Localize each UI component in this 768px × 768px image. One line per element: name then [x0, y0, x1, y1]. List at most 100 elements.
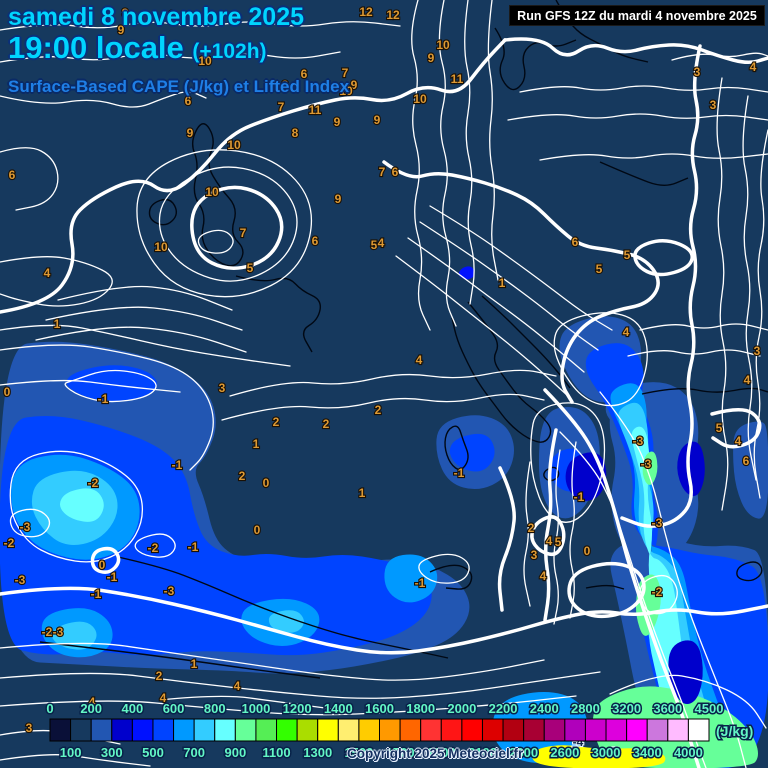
scale-tick-label: 3600 — [653, 701, 682, 716]
scale-tick-label: 1100 — [262, 745, 290, 760]
contour-label: -3 — [652, 516, 663, 530]
contour-label: 7 — [278, 100, 285, 114]
contour-label: -1 — [574, 490, 585, 504]
contour-label: 6 — [572, 235, 579, 249]
contour-label: -5 — [568, 744, 579, 758]
color-scale-cell — [214, 718, 236, 742]
contour-label: 3 — [531, 548, 538, 562]
contour-label: 0 — [584, 544, 591, 558]
contour-label: 1 — [499, 276, 506, 290]
color-scale-cell — [193, 718, 216, 742]
color-scale-cell — [523, 718, 545, 742]
contour-label: 2 — [273, 415, 280, 429]
contour-label: 5 — [716, 421, 723, 435]
contour-label: 4 — [750, 60, 757, 74]
contour-label: -2 — [4, 536, 15, 550]
scale-tick-label: 400 — [122, 701, 144, 716]
scale-tick-label: 1800 — [406, 701, 435, 716]
contour-label: 4 — [89, 695, 96, 709]
run-info-box: Run GFS 12Z du mardi 4 novembre 2025 — [509, 5, 765, 26]
contour-label: 6 — [392, 165, 399, 179]
contour-label: 10 — [205, 185, 219, 199]
contour-label: -2 — [42, 625, 53, 639]
contour-label: 4 — [623, 325, 630, 339]
color-scale-cell — [605, 718, 628, 742]
contour-label: 8 — [169, 8, 176, 22]
color-scale-cell — [358, 718, 380, 742]
contour-label: 4 — [378, 236, 385, 250]
contour-label: -3 — [15, 573, 26, 587]
contour-label: 9 — [428, 51, 435, 65]
scale-tick-label: 600 — [163, 701, 185, 716]
contour-label: 0 — [4, 385, 11, 399]
color-scale-cell — [646, 718, 669, 742]
scale-tick-label: 1200 — [283, 701, 312, 716]
contour-label: 2 — [375, 403, 382, 417]
contour-label: 9 — [351, 78, 358, 92]
contour-label: 0 — [99, 558, 106, 572]
contour-label: -3 — [633, 434, 644, 448]
contour-label: 4 — [234, 679, 241, 693]
contour-label: 5 — [371, 238, 378, 252]
contour-label: 6 — [185, 94, 192, 108]
color-scale-cell — [234, 718, 257, 742]
contour-label: 6 — [301, 67, 308, 81]
color-scale-cell — [440, 718, 463, 742]
contour-label: 6 — [743, 454, 750, 468]
scale-tick-label: 4500 — [695, 701, 724, 716]
contour-label: 6 — [9, 168, 16, 182]
coastlines — [39, 0, 768, 679]
contour-label: 3 — [754, 344, 761, 358]
scale-tick-label: 200 — [80, 701, 102, 716]
contour-label: -5 — [608, 745, 619, 759]
scale-tick-label: 1600 — [365, 701, 394, 716]
color-scale-cell — [420, 718, 442, 742]
color-scale-cell — [399, 718, 422, 742]
contour-label: 10 — [227, 138, 241, 152]
contour-label: 9 — [187, 126, 194, 140]
contour-label: 1 — [359, 486, 366, 500]
contour-label: 10 — [154, 240, 168, 254]
color-scale: 0 200 400 600 800 1000 1200 1400 1600 1800 2000 220… — [45, 700, 755, 762]
contour-label: 10 — [436, 38, 450, 52]
scale-tick-label: 2400 — [530, 701, 559, 716]
scale-tick-label: 1700 — [386, 745, 415, 760]
contour-label: 10 — [198, 54, 212, 68]
contour-label: -1 — [91, 587, 102, 601]
scale-tick-label: 100 — [60, 745, 82, 760]
scale-unit-label: (J/kg) — [716, 723, 753, 739]
color-scale-cell — [379, 718, 401, 742]
contour-label: 4 — [160, 691, 167, 705]
contour-label: 2 — [323, 417, 330, 431]
contour-label: -2 — [148, 541, 159, 555]
contour-label: 8 — [282, 78, 289, 92]
contour-label: 4 — [744, 373, 751, 387]
contour-label: 5 — [555, 535, 562, 549]
contour-label: 1 — [253, 437, 260, 451]
contour-label: 12 — [359, 5, 373, 19]
contour-label: 3 — [219, 381, 226, 395]
contour-label: 0 — [254, 523, 261, 537]
color-scale-cell — [276, 718, 298, 742]
color-scale-cell — [481, 718, 504, 742]
color-scale-cell — [687, 718, 710, 742]
scale-tick-label: 2300 — [509, 745, 538, 760]
contour-label: -3 — [20, 520, 31, 534]
contour-label: 1 — [54, 317, 61, 331]
scale-tick-label: 0 — [46, 701, 53, 716]
contour-label: 5 — [624, 248, 631, 262]
color-scale-cell — [317, 718, 339, 742]
contour-label: 3 — [710, 98, 717, 112]
contour-label: 8 — [122, 6, 129, 20]
contour-label: 4 — [540, 569, 547, 583]
contour-label: 12 — [386, 8, 400, 22]
color-scale-cell — [461, 718, 483, 742]
scale-tick-label: 3400 — [633, 745, 662, 760]
scale-tick-label: 1500 — [344, 745, 373, 760]
color-scale-cell — [255, 718, 278, 742]
contour-label: 5 — [247, 261, 254, 275]
contour-label: 9 — [374, 113, 381, 127]
